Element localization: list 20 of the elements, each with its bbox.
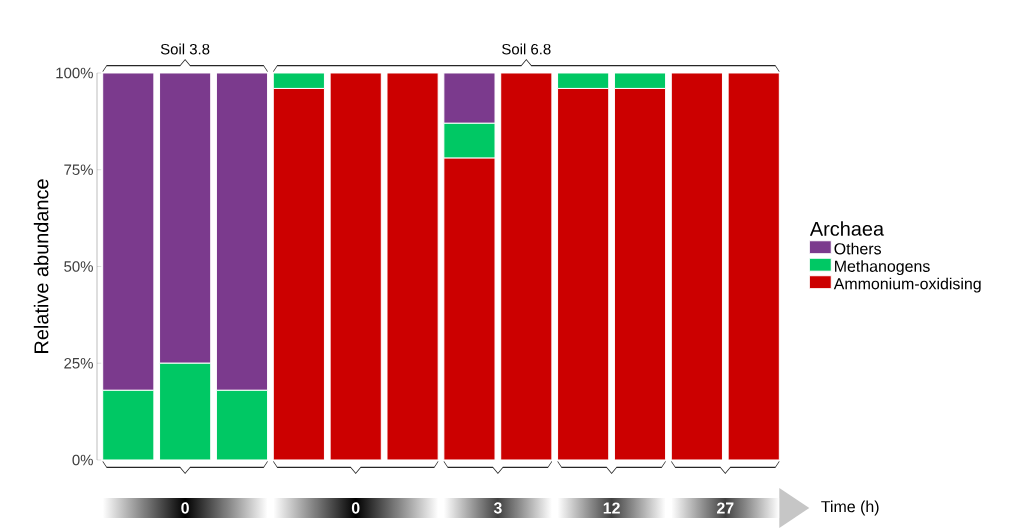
legend-label: Ammonium-oxidising: [833, 277, 981, 293]
text: 3: [493, 502, 502, 514]
y-tick-label: 50%: [64, 261, 93, 272]
text: 12: [603, 502, 620, 514]
text: Soil 6.8: [502, 43, 551, 55]
text: 0: [181, 502, 189, 514]
legend-title: Archaea: [809, 221, 885, 236]
y-tick-label: 25%: [64, 357, 93, 369]
text: 0: [351, 502, 360, 514]
text: 27: [716, 502, 734, 514]
y-tick-label: 100%: [56, 67, 93, 79]
legend-label: Methanogens: [835, 260, 930, 276]
y-axis-title: Relative abundance: [33, 179, 49, 353]
legend-label: Others: [834, 242, 881, 255]
text: Soil 3.8: [160, 43, 210, 55]
text: Time (h): [821, 500, 879, 516]
y-tick-label: 75%: [64, 164, 93, 175]
y-tick-label: 0%: [72, 454, 93, 466]
bar: [329, 72, 382, 461]
bar: [386, 72, 439, 461]
